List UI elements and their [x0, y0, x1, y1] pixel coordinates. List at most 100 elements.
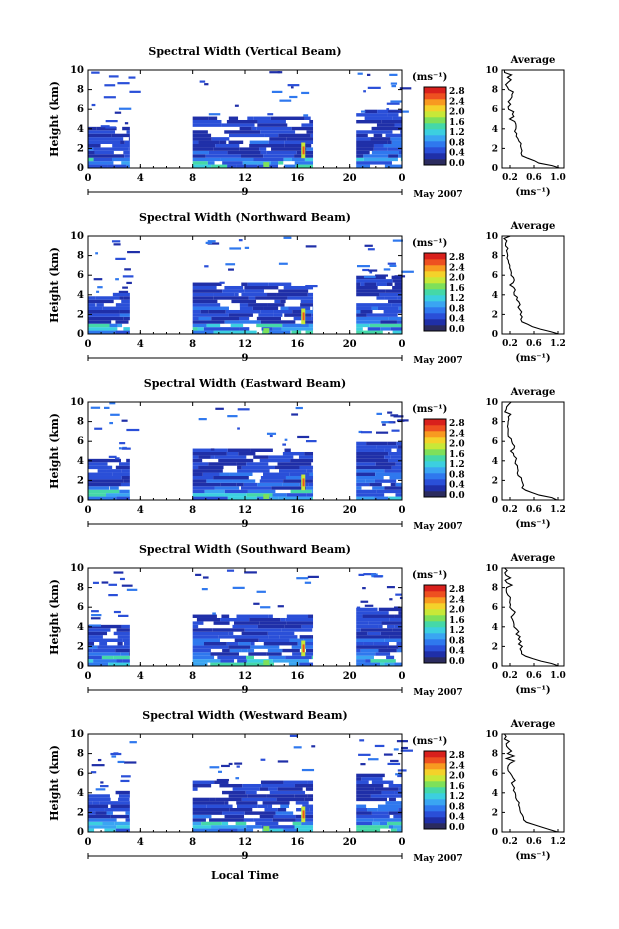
heatmap-cell	[111, 755, 117, 758]
heatmap-cell	[356, 130, 393, 134]
avg-y-tick-label: 6	[492, 437, 498, 447]
heatmap-cell	[192, 479, 207, 483]
heatmap-cell	[129, 741, 137, 744]
heatmap-cell	[401, 270, 414, 273]
heatmap-cell	[284, 313, 312, 317]
heatmap-cell	[281, 327, 314, 331]
colorbar-tick-label: 0.8	[449, 138, 465, 148]
heatmap-cell	[220, 659, 235, 663]
heatmap-cell	[93, 157, 113, 162]
heatmap-cell	[117, 641, 123, 646]
avg-y-tick-label: 10	[485, 398, 498, 408]
heatmap-cell	[356, 164, 366, 168]
heatmap-cell	[119, 489, 130, 494]
y-axis-label: Height (km)	[48, 81, 61, 157]
heatmap-cell	[88, 472, 113, 476]
x-tick-label: 16	[290, 837, 304, 848]
heatmap-cell	[356, 479, 366, 483]
heatmap-cell	[384, 638, 402, 642]
heatmap-cell	[192, 787, 198, 791]
heatmap-cell	[374, 479, 397, 483]
avg-y-tick-label: 2	[492, 144, 498, 154]
heatmap-cell	[277, 807, 287, 812]
heatmap-cell	[294, 161, 314, 165]
avg-x-tick-label: 1.2	[550, 339, 566, 349]
heatmap-cell	[391, 85, 397, 88]
heatmap-cell	[386, 655, 395, 660]
heatmap-cell	[204, 83, 209, 86]
heatmap-cell	[88, 807, 105, 812]
avg-y-tick-label: 0	[492, 164, 498, 174]
colorbar-unit: (ms⁻¹)	[412, 404, 447, 415]
x-tick-label: 4	[137, 837, 144, 848]
heatmap-cell	[373, 147, 388, 151]
heatmap-cell	[356, 662, 381, 666]
heatmap-cell	[284, 818, 296, 822]
heatmap-cell	[301, 91, 310, 95]
heatmap-cell	[300, 299, 314, 304]
heatmap-cell	[290, 86, 294, 89]
heatmap-cell	[356, 475, 384, 480]
avg-y-tick-label: 0	[492, 496, 498, 506]
heatmap-cell	[219, 472, 230, 476]
heatmap-cell	[102, 821, 115, 826]
heatmap-cell	[277, 787, 303, 791]
x-tick-label: 12	[238, 339, 252, 350]
heatmap-cell	[214, 780, 229, 784]
heatmap-cell	[356, 777, 362, 781]
x-tick-label: 16	[290, 339, 304, 350]
heatmap-cell	[243, 818, 254, 822]
heatmap-cell	[305, 787, 314, 791]
heatmap-cell	[303, 641, 314, 646]
heatmap-cell	[218, 458, 254, 463]
heatmap-cell	[106, 469, 122, 473]
heatmap-cell	[274, 465, 300, 470]
heatmap-cell	[264, 807, 278, 812]
heatmap-cell	[295, 164, 314, 168]
heatmap-cell	[278, 161, 284, 165]
heatmap-cell	[257, 482, 283, 487]
heatmap-cell	[118, 290, 129, 293]
heatmap-cell	[192, 143, 216, 148]
heatmap-cell	[390, 482, 396, 487]
heatmap-cell	[356, 323, 370, 328]
heatmap-cell	[226, 641, 239, 646]
heatmap-cell	[192, 282, 222, 286]
avg-y-tick-label: 0	[492, 828, 498, 838]
x-tick-label: 12	[238, 173, 252, 184]
heatmap-cell	[356, 645, 388, 649]
heatmap-cell	[192, 821, 202, 826]
heatmap-cell	[215, 797, 242, 802]
heatmap-cell	[356, 113, 388, 117]
heatmap-cell	[88, 157, 94, 162]
heatmap-cell	[211, 825, 247, 829]
heatmap-cell	[398, 645, 402, 649]
heatmap-cell	[356, 821, 373, 826]
heatmap-cell	[88, 493, 106, 497]
heatmap-cell	[388, 154, 399, 158]
heatmap-cell	[256, 590, 266, 593]
heatmap-cell	[285, 617, 314, 622]
heatmap-cell	[379, 292, 402, 297]
heatmap-cell	[376, 282, 387, 286]
heatmap-cell	[277, 462, 312, 466]
heatmap-cell	[387, 147, 402, 151]
heatmap-cell	[103, 406, 110, 409]
heatmap-cell	[373, 143, 384, 148]
x-tick-label: 8	[189, 671, 196, 682]
heatmap-cell	[270, 496, 279, 500]
heatmap-cell	[97, 758, 102, 762]
heatmap-cell	[192, 133, 212, 138]
heatmap-cell	[235, 777, 240, 780]
x-tick-label: 16	[290, 671, 304, 682]
colorbar-tick-label: 0.0	[449, 823, 465, 833]
heatmap-cell	[391, 465, 402, 470]
y-tick-label: 0	[77, 827, 84, 838]
heatmap-cell	[119, 442, 126, 445]
heatmap-cell	[287, 84, 300, 87]
heatmap-cell	[192, 299, 218, 304]
y-tick-label: 2	[77, 475, 84, 486]
heatmap-cell	[395, 482, 402, 487]
colorbar-segment	[424, 147, 446, 154]
heatmap-cell	[271, 90, 283, 94]
